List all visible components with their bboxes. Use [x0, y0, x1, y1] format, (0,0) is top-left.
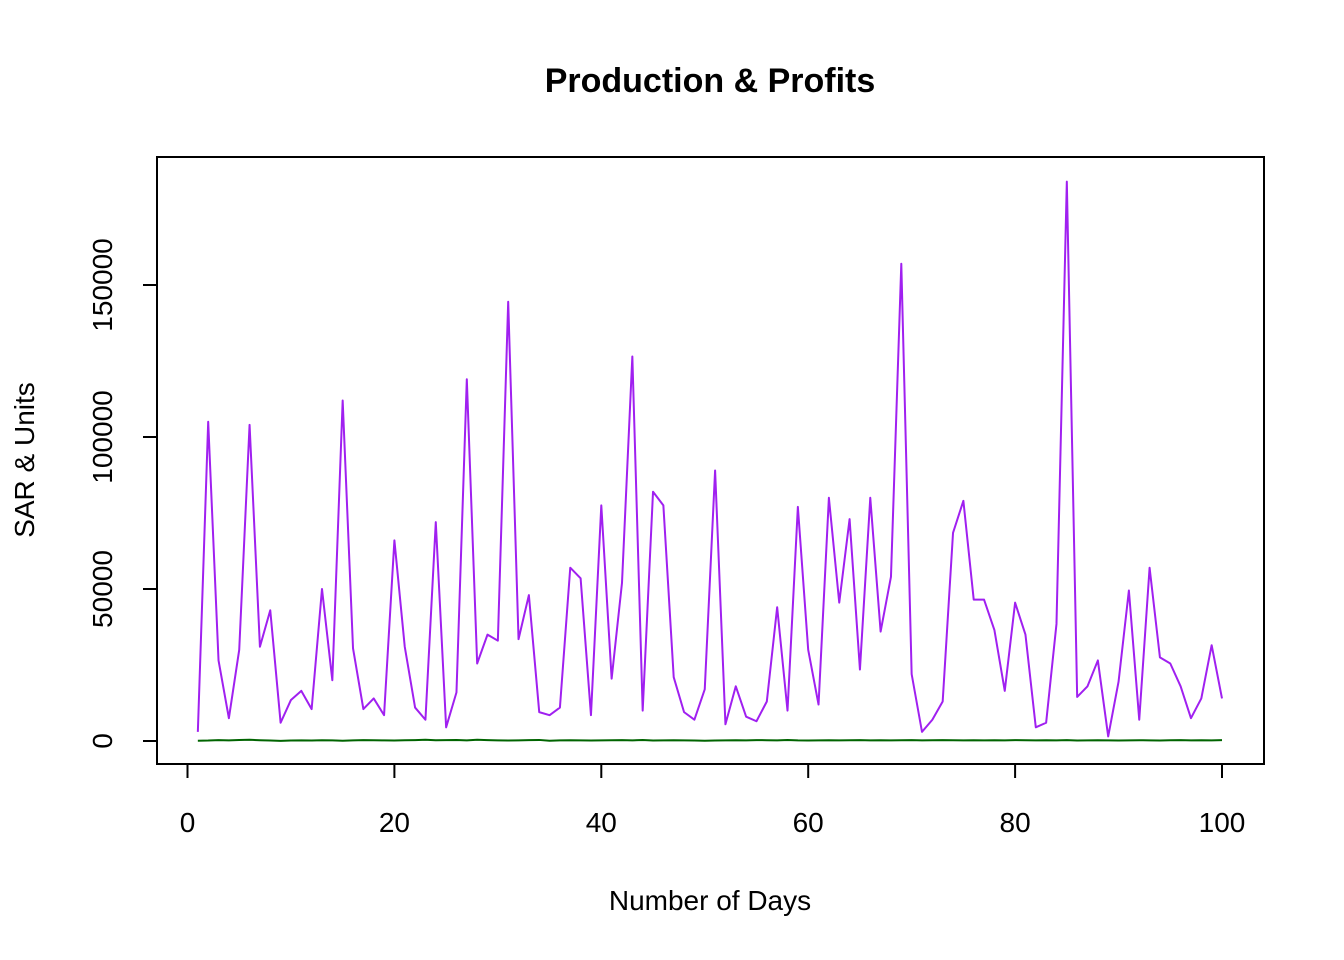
- x-tick-label: 40: [586, 807, 617, 838]
- x-axis: 0 20 40 60 80 100: [180, 763, 1246, 838]
- series-line-2: [197, 738, 1223, 742]
- y-axis: 0 50000 100000 150000: [87, 238, 158, 749]
- plot-frame: [156, 156, 1265, 765]
- series-line-1: [196, 180, 1223, 738]
- series-layer: [196, 180, 1223, 742]
- x-tick-label: 0: [180, 807, 196, 838]
- chart-title: Production & Profits: [545, 62, 876, 100]
- x-axis-label: Number of Days: [609, 885, 811, 916]
- y-tick-label: 100000: [87, 390, 118, 483]
- y-tick-label: 50000: [87, 550, 118, 628]
- y-axis-label: SAR & Units: [9, 382, 40, 538]
- y-tick-label: 0: [87, 733, 118, 749]
- x-tick-label: 20: [379, 807, 410, 838]
- x-tick-label: 100: [1199, 807, 1246, 838]
- y-tick-label: 150000: [87, 238, 118, 331]
- x-tick-label: 60: [793, 807, 824, 838]
- x-tick-label: 80: [1000, 807, 1031, 838]
